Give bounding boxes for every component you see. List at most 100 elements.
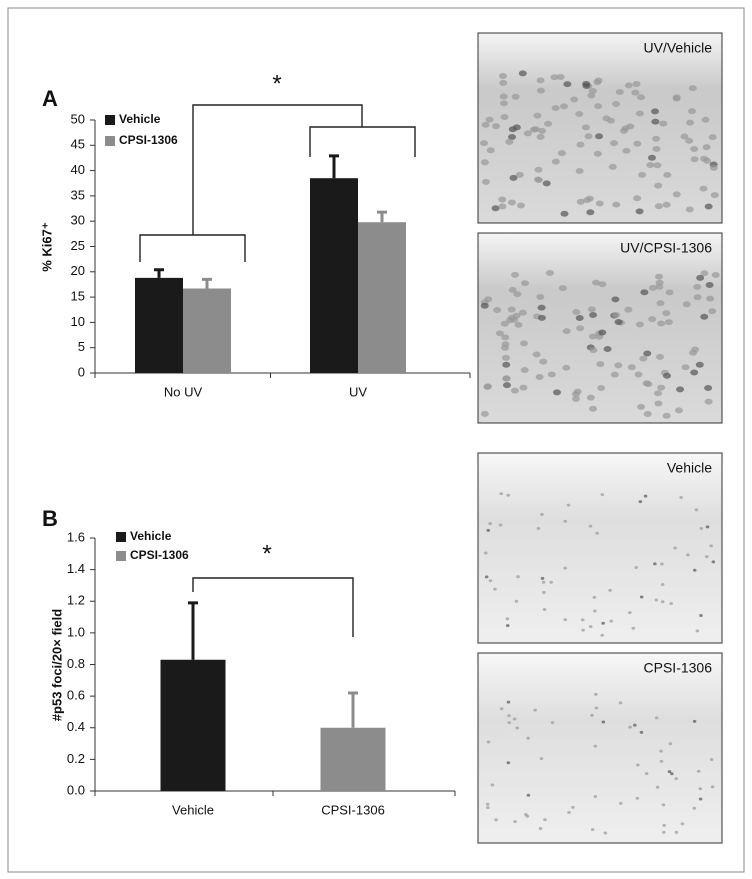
nucleus xyxy=(632,723,637,727)
nucleus xyxy=(499,100,508,107)
nucleus xyxy=(520,367,529,374)
nucleus xyxy=(550,74,559,81)
nucleus xyxy=(514,321,523,328)
nucleus xyxy=(595,133,604,140)
bar xyxy=(160,659,226,791)
nucleus xyxy=(648,284,657,291)
nucleus xyxy=(498,196,507,203)
nucleus xyxy=(532,351,541,358)
nucleus xyxy=(692,568,697,572)
nucleus xyxy=(588,524,593,528)
nucleus xyxy=(655,283,664,290)
nucleus xyxy=(710,192,719,199)
nucleus xyxy=(491,205,500,212)
nucleus xyxy=(699,185,708,192)
nucleus xyxy=(488,522,492,526)
error-bar xyxy=(348,691,358,728)
nucleus xyxy=(518,309,527,316)
nucleus xyxy=(636,763,640,767)
nucleus xyxy=(543,818,547,822)
nucleus xyxy=(699,613,703,617)
nucleus xyxy=(635,321,644,328)
x-tick-label: UV xyxy=(349,384,367,399)
nucleus xyxy=(545,270,554,277)
nucleus xyxy=(513,291,522,298)
panel-label: A xyxy=(42,86,58,111)
significance-bracket xyxy=(139,104,416,262)
nucleus xyxy=(700,155,709,162)
nucleus xyxy=(505,617,510,621)
nucleus xyxy=(662,372,671,379)
nucleus xyxy=(603,346,612,353)
nucleus xyxy=(704,203,713,210)
nucleus xyxy=(506,761,511,765)
nucleus xyxy=(538,127,547,134)
nucleus xyxy=(562,328,571,335)
micrograph-label: UV/CPSI-1306 xyxy=(620,240,712,256)
nucleus xyxy=(525,814,530,818)
y-tick-label: 0.4 xyxy=(67,719,85,734)
nucleus xyxy=(594,692,598,696)
nucleus xyxy=(659,749,663,753)
nucleus xyxy=(633,195,642,202)
y-tick-label: 35 xyxy=(71,187,85,202)
nucleus xyxy=(685,206,694,213)
nucleus xyxy=(595,200,604,207)
nucleus xyxy=(651,108,660,115)
nucleus xyxy=(698,797,703,801)
nucleus xyxy=(557,150,566,157)
bar xyxy=(135,277,183,373)
nucleus xyxy=(709,758,714,762)
nucleus xyxy=(562,364,571,371)
nucleus xyxy=(665,289,674,296)
nucleus xyxy=(608,163,617,170)
nucleus xyxy=(588,333,597,340)
nucleus xyxy=(682,301,691,308)
nucleus xyxy=(531,126,540,133)
nucleus xyxy=(688,85,697,92)
nucleus xyxy=(511,93,520,100)
nucleus xyxy=(518,70,527,77)
y-tick-label: 50 xyxy=(71,111,85,126)
y-tick-label: 5 xyxy=(78,339,85,354)
nucleus xyxy=(659,120,668,127)
nucleus xyxy=(519,340,528,347)
nucleus xyxy=(669,602,673,606)
nucleus xyxy=(692,719,697,723)
nucleus xyxy=(603,831,608,835)
nucleus xyxy=(576,198,585,205)
nucleus xyxy=(526,793,531,797)
nucleus xyxy=(686,119,695,126)
nucleus xyxy=(581,628,585,632)
nucleus xyxy=(533,708,537,712)
y-tick-label: 1.6 xyxy=(67,529,85,544)
nucleus xyxy=(689,349,698,356)
panel-label: B xyxy=(42,506,58,531)
nucleus xyxy=(485,802,490,806)
y-tick-label: 1.0 xyxy=(67,624,85,639)
nucleus xyxy=(572,395,581,402)
nucleus xyxy=(501,354,510,361)
nucleus xyxy=(598,281,607,288)
nucleus xyxy=(586,394,595,401)
nucleus xyxy=(602,115,611,122)
nucleus xyxy=(637,94,646,101)
micrograph xyxy=(477,652,723,844)
nucleus xyxy=(580,618,585,622)
nucleus xyxy=(700,270,709,277)
nucleus xyxy=(608,588,612,592)
nucleus xyxy=(624,82,633,89)
nucleus xyxy=(655,279,664,286)
nucleus xyxy=(660,562,664,566)
error-bar xyxy=(377,210,387,223)
nucleus xyxy=(563,81,572,88)
nucleus xyxy=(540,512,544,516)
nucleus xyxy=(612,101,621,108)
nucleus xyxy=(540,576,545,580)
nucleus xyxy=(654,390,663,397)
nucleus xyxy=(494,818,498,822)
nucleus xyxy=(570,96,579,103)
nucleus xyxy=(595,531,599,535)
nucleus xyxy=(498,523,503,527)
nucleus xyxy=(536,293,545,300)
